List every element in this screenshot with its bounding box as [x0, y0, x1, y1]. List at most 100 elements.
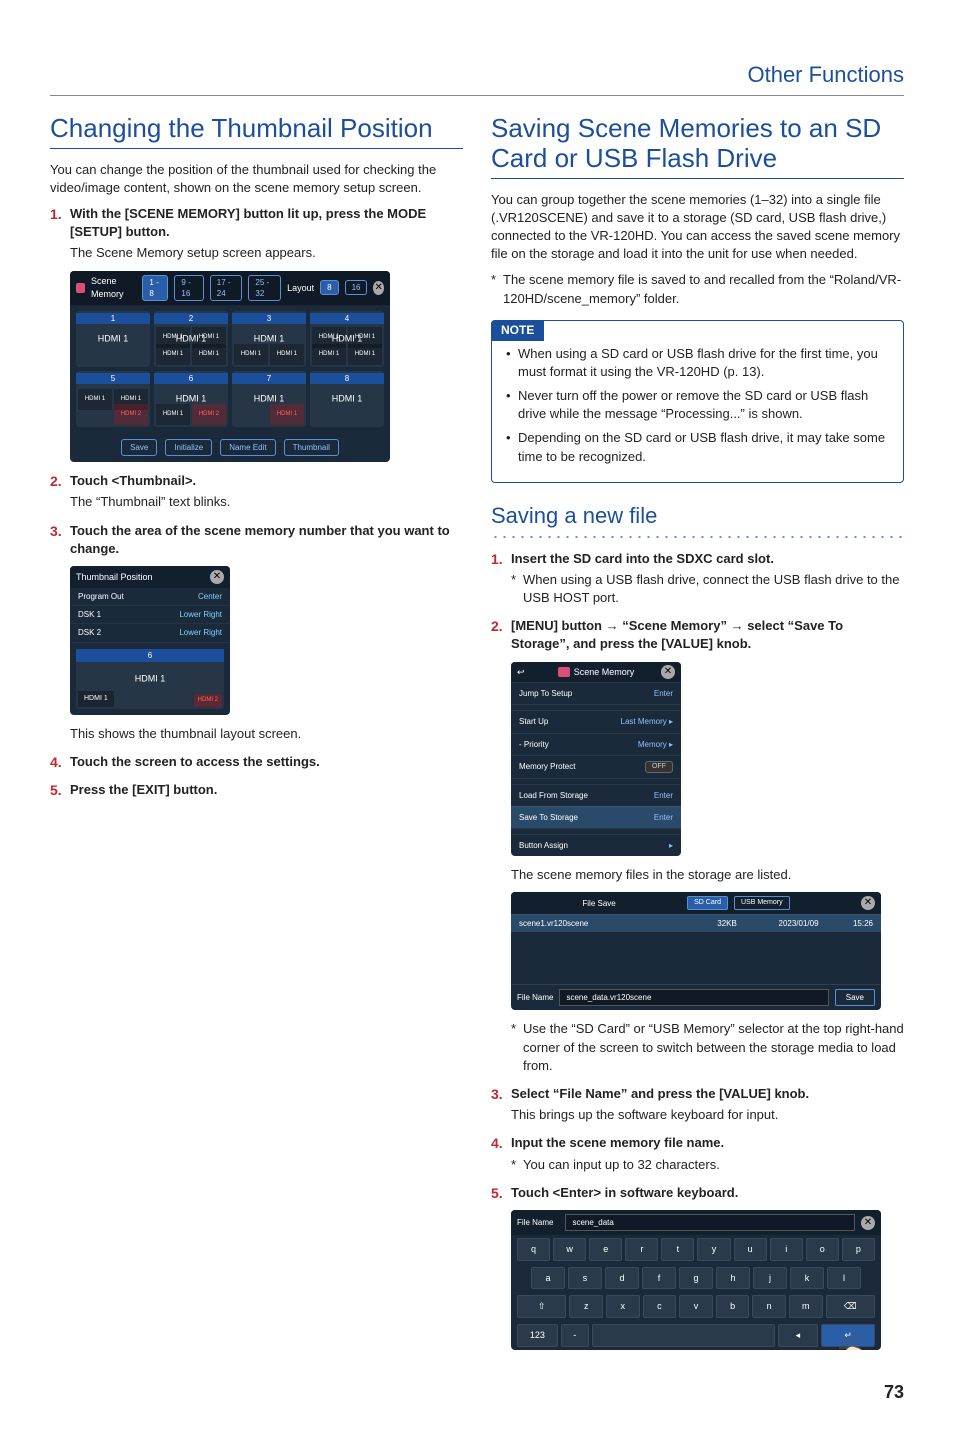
cell-mini: HDMI 1 [78, 389, 112, 410]
scene-memory-screenshot: Scene Memory 1 - 8 9 - 16 17 - 24 25 - 3… [70, 271, 390, 463]
menu-row[interactable]: Load From StorageEnter [511, 784, 681, 806]
back-icon[interactable]: ↩ [517, 666, 525, 679]
layout-label: Layout [287, 282, 314, 295]
top-rule [50, 95, 904, 96]
menu-row[interactable]: Jump To SetupEnter [511, 682, 681, 704]
preview-cell[interactable]: 6 HDMI 1 HDMI 1 HDMI 2 [76, 649, 224, 709]
close-icon[interactable]: ✕ [861, 896, 875, 910]
ss-title: Thumbnail Position [76, 571, 153, 584]
file-name-field[interactable]: scene_data [565, 1214, 855, 1231]
menu-key: Memory Protect [519, 761, 575, 772]
page-tab[interactable]: 17 - 24 [210, 275, 243, 301]
shift-key[interactable]: ⇧ [517, 1295, 566, 1318]
right-intro: You can group together the scene memorie… [491, 191, 904, 264]
keyboard-key[interactable]: s [568, 1267, 602, 1290]
cell-label: HDMI 1 [98, 333, 129, 346]
file-row[interactable]: scene1.vr120scene 32KB 2023/01/09 15:26 [511, 914, 881, 932]
initialize-button[interactable]: Initialize [165, 439, 212, 456]
keyboard-key[interactable]: y [697, 1238, 730, 1261]
keyboard-key[interactable]: t [661, 1238, 694, 1261]
scene-cell[interactable]: 3HDMI 1HDMI 1HDMI 1 [232, 311, 306, 367]
keyboard-key[interactable]: u [734, 1238, 767, 1261]
toggle-off[interactable]: OFF [645, 761, 673, 773]
thumbnail-button[interactable]: Thumbnail [284, 439, 339, 456]
keyboard-key[interactable]: n [752, 1295, 786, 1318]
file-name-field[interactable]: scene_data.vr120scene [559, 989, 828, 1006]
step-frag: [MENU] button [511, 618, 606, 633]
keyboard-key[interactable]: b [716, 1295, 750, 1318]
menu-row[interactable]: - PriorityMemory ▸ [511, 733, 681, 755]
keyboard-key[interactable]: j [753, 1267, 787, 1290]
scene-cell[interactable]: 7HDMI 1HDMI 1 [232, 371, 306, 427]
save-button[interactable]: Save [121, 439, 157, 456]
space-key[interactable] [592, 1324, 775, 1347]
row-value[interactable]: Lower Right [179, 627, 222, 638]
step-note: When using a USB flash drive, connect th… [511, 571, 904, 607]
subheading: Saving a new file [491, 501, 904, 532]
page-tab[interactable]: 9 - 16 [174, 275, 203, 301]
keyboard-key[interactable]: h [716, 1267, 750, 1290]
cell-number: 5 [76, 373, 150, 384]
close-icon[interactable]: ✕ [373, 281, 384, 295]
scene-cell[interactable]: 6HDMI 1HDMI 1HDMI 2 [154, 371, 228, 427]
name-edit-button[interactable]: Name Edit [220, 439, 275, 456]
row-key: DSK 1 [78, 609, 101, 620]
menu-row[interactable]: Button Assign▸ [511, 834, 681, 856]
row-value[interactable]: Lower Right [179, 609, 222, 620]
keyboard-key[interactable]: ◂ [778, 1324, 819, 1347]
save-button[interactable]: Save [835, 989, 875, 1006]
keyboard-key[interactable]: - [561, 1324, 589, 1347]
keyboard-key[interactable]: d [605, 1267, 639, 1290]
step-text: Insert the SD card into the SDXC card sl… [511, 550, 904, 568]
menu-row[interactable]: Memory Protect OFF [511, 755, 681, 778]
menu-row[interactable]: Start UpLast Memory ▸ [511, 710, 681, 732]
page-tab[interactable]: 1 - 8 [142, 275, 168, 301]
keyboard-key[interactable]: i [770, 1238, 803, 1261]
step-text: Touch the screen to access the settings. [70, 753, 463, 771]
scene-cell[interactable]: 5HDMI 1HDMI 1HDMI 2 [76, 371, 150, 427]
keyboard-key[interactable]: z [569, 1295, 603, 1318]
step-text: Input the scene memory file name. [511, 1134, 904, 1152]
scene-icon [558, 667, 570, 677]
keyboard-key[interactable]: c [643, 1295, 677, 1318]
menu-key: Load From Storage [519, 790, 588, 801]
layout-btn[interactable]: 16 [345, 280, 368, 295]
page-tab[interactable]: 25 - 32 [248, 275, 281, 301]
sd-card-tab[interactable]: SD Card [687, 896, 728, 910]
keyboard-key[interactable]: 123 [517, 1324, 558, 1347]
close-icon[interactable]: ✕ [210, 570, 224, 584]
usb-memory-tab[interactable]: USB Memory [734, 896, 790, 910]
scene-cell[interactable]: 2HDMI 1HDMI 1HDMI 1HDMI 1HDMI 1 [154, 311, 228, 367]
keyboard-key[interactable]: w [553, 1238, 586, 1261]
close-icon[interactable]: ✕ [861, 1216, 875, 1230]
note-box: NOTE When using a SD card or USB flash d… [491, 320, 904, 483]
note-label: NOTE [491, 320, 544, 341]
menu-value: Enter [654, 812, 673, 823]
keyboard-key[interactable]: o [806, 1238, 839, 1261]
keyboard-key[interactable]: f [642, 1267, 676, 1290]
keyboard-key[interactable]: a [531, 1267, 565, 1290]
keyboard-key[interactable]: q [517, 1238, 550, 1261]
keyboard-key[interactable]: x [606, 1295, 640, 1318]
menu-row[interactable]: Save To StorageEnter [511, 806, 681, 828]
keyboard-key[interactable]: p [842, 1238, 875, 1261]
keyboard-key[interactable]: e [589, 1238, 622, 1261]
close-icon[interactable]: ✕ [661, 665, 675, 679]
step-text: Touch <Enter> in software keyboard. [511, 1184, 904, 1202]
menu-value: Enter [654, 688, 673, 699]
step-num: 3. [491, 1085, 503, 1105]
keyboard-key[interactable]: v [679, 1295, 713, 1318]
scene-cell[interactable]: 1HDMI 1 [76, 311, 150, 367]
keyboard-key[interactable]: l [827, 1267, 861, 1290]
keyboard-key[interactable]: r [625, 1238, 658, 1261]
cell-number: 4 [310, 313, 384, 324]
keyboard-key[interactable]: g [679, 1267, 713, 1290]
scene-cell[interactable]: 4HDMI 1HDMI 1HDMI 1HDMI 1HDMI 1 [310, 311, 384, 367]
scene-cell[interactable]: 8HDMI 1 [310, 371, 384, 427]
right-column: Saving Scene Memories to an SD Card or U… [491, 114, 904, 1360]
row-value[interactable]: Center [198, 591, 222, 602]
backspace-key[interactable]: ⌫ [826, 1295, 875, 1318]
keyboard-key[interactable]: m [789, 1295, 823, 1318]
keyboard-key[interactable]: k [790, 1267, 824, 1290]
layout-btn[interactable]: 8 [320, 280, 338, 295]
